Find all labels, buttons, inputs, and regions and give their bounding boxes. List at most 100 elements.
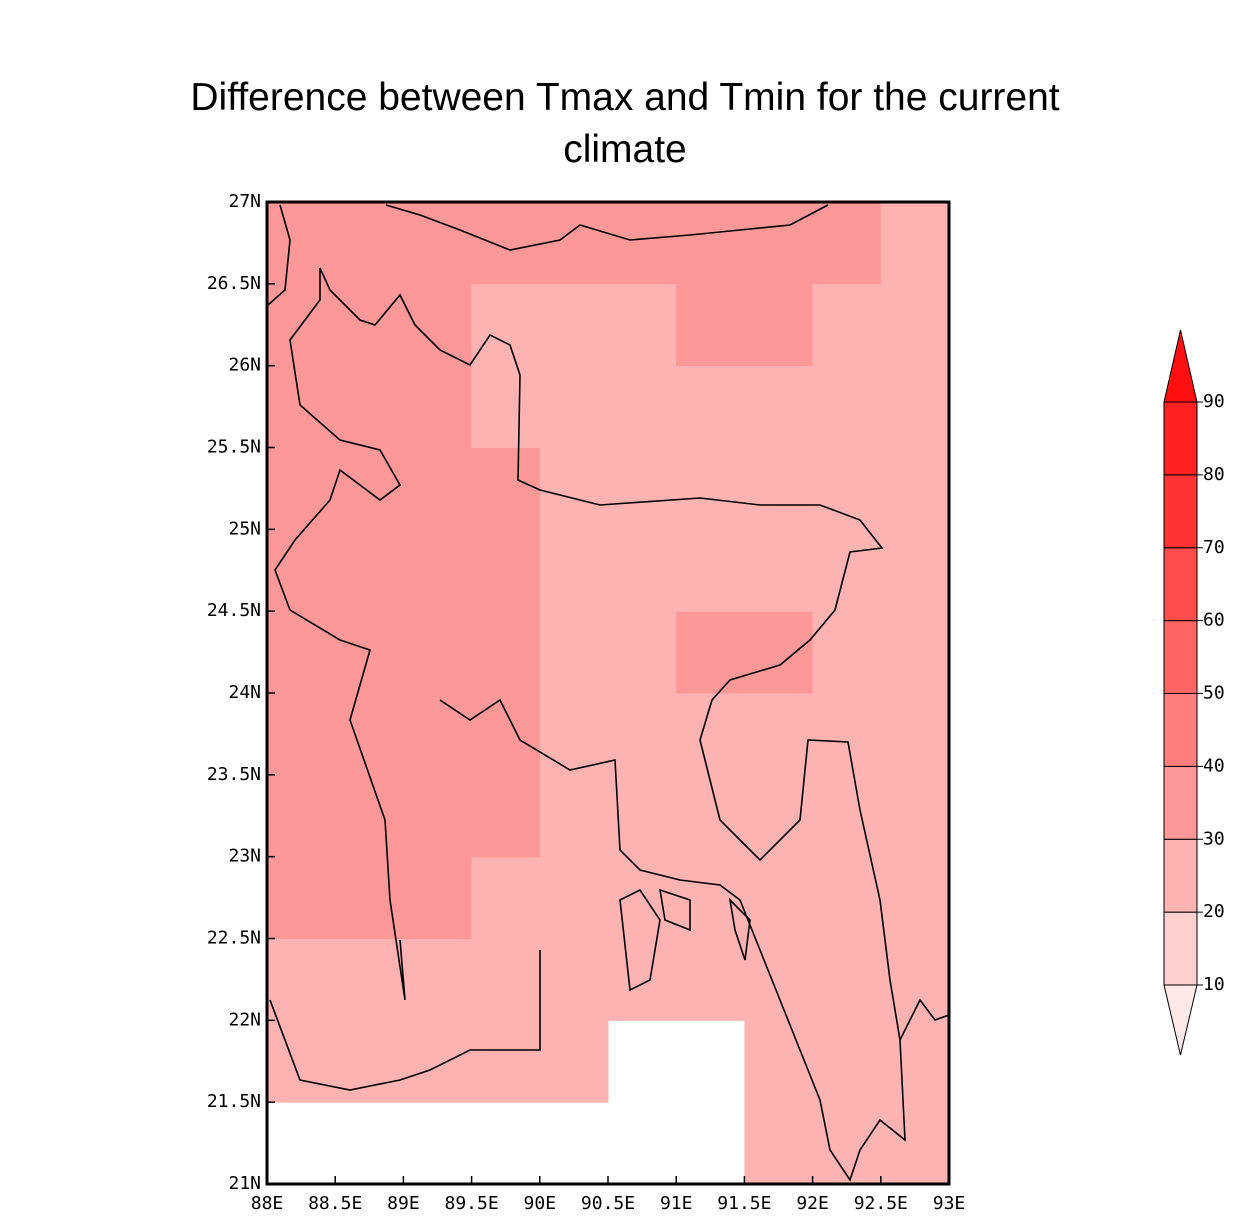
- cell: [539, 365, 609, 448]
- cell: [812, 693, 882, 776]
- cell: [403, 529, 473, 612]
- colorbar-label: 70: [1203, 537, 1225, 558]
- cell: [335, 938, 404, 1021]
- colorbar-label: 60: [1203, 610, 1225, 631]
- cell: [676, 529, 745, 612]
- cell: [676, 611, 745, 694]
- cell: [812, 283, 882, 367]
- colorbar-box: [1163, 474, 1198, 549]
- cell: [744, 365, 814, 448]
- cell: [880, 447, 950, 530]
- y-tick-label: 26.5N: [207, 273, 261, 294]
- y-tick-label: 21N: [228, 1173, 261, 1194]
- cell: [812, 365, 882, 448]
- cell: [267, 202, 336, 285]
- cell: [744, 774, 814, 858]
- cell: [608, 611, 677, 694]
- cell: [812, 529, 882, 612]
- cell: [471, 365, 541, 448]
- y-tick-label: 23N: [228, 846, 261, 867]
- colorbar-box: [1163, 620, 1198, 694]
- cell: [539, 693, 609, 776]
- y-tick-label: 23.5N: [207, 764, 261, 785]
- cell: [335, 693, 404, 776]
- cell: [880, 1102, 950, 1185]
- cell: [539, 774, 609, 858]
- cell: [335, 447, 404, 530]
- colorbar: 10 20 30 40 50 60 70 80 90: [1163, 329, 1225, 1056]
- cell: [880, 529, 950, 612]
- x-tick-label: 90.5E: [581, 1193, 635, 1214]
- cell: [812, 202, 882, 285]
- cell: [880, 856, 950, 939]
- cell: [880, 774, 950, 858]
- cell: [267, 1020, 336, 1103]
- cell: [403, 365, 473, 448]
- chart-title: Difference between Tmax and Tmin for the…: [190, 76, 1060, 171]
- cell: [471, 1020, 541, 1103]
- cell: [403, 283, 473, 367]
- cell: [539, 529, 609, 612]
- cell: [744, 611, 814, 694]
- y-tick-label: 26N: [228, 355, 261, 376]
- cell: [812, 774, 882, 858]
- cell: [744, 1020, 814, 1103]
- cell: [471, 611, 541, 694]
- y-tick-label: 25N: [228, 518, 261, 539]
- cell: [471, 202, 541, 285]
- cell: [403, 1020, 473, 1103]
- x-tick-label: 91.5E: [717, 1193, 771, 1214]
- cell: [880, 611, 950, 694]
- cell: [744, 693, 814, 776]
- cell: [539, 447, 609, 530]
- cell: [539, 938, 609, 1021]
- cell: [267, 693, 336, 776]
- cell: [335, 365, 404, 448]
- colorbar-high: [1163, 329, 1198, 403]
- cell: [403, 447, 473, 530]
- cell: [471, 856, 541, 939]
- cell: [676, 774, 745, 858]
- cell: [403, 611, 473, 694]
- cell: [812, 1020, 882, 1103]
- cell: [267, 611, 336, 694]
- cell: [608, 693, 677, 776]
- cell: [471, 774, 541, 858]
- x-tick-label: 90E: [524, 1193, 557, 1214]
- cell: [676, 202, 745, 285]
- cell: [267, 529, 336, 612]
- axes: 88E 88.5E 89E 89.5E 90E 90.5E 91E 91.5E 92E 92.5E…: [207, 191, 965, 1214]
- cell: [744, 283, 814, 367]
- cell: [539, 856, 609, 939]
- cell: [676, 447, 745, 530]
- cell: [608, 938, 677, 1021]
- y-tick-label: 21.5N: [207, 1091, 261, 1112]
- cells: [267, 202, 950, 1185]
- cell: [880, 283, 950, 367]
- colorbar-box: [1163, 911, 1198, 986]
- colorbar-label: 80: [1203, 464, 1225, 485]
- cell: [812, 1102, 882, 1185]
- cell: [676, 283, 745, 367]
- cell: [880, 693, 950, 776]
- cell: [880, 938, 950, 1021]
- cell: [744, 938, 814, 1021]
- x-tick-label: 92E: [796, 1193, 829, 1214]
- cell: [403, 774, 473, 858]
- colorbar-label: 50: [1203, 683, 1225, 704]
- y-tick-label: 24.5N: [207, 600, 261, 621]
- cell: [267, 856, 336, 939]
- x-tick-label: 92.5E: [854, 1193, 908, 1214]
- cell: [608, 365, 677, 448]
- cell: [539, 283, 609, 367]
- colorbar-box: [1163, 765, 1198, 840]
- colorbar-box: [1163, 401, 1198, 476]
- cell: [267, 774, 336, 858]
- cell: [608, 529, 677, 612]
- colorbar-low: [1163, 984, 1198, 1056]
- cell: [676, 938, 745, 1021]
- cell: [812, 447, 882, 530]
- cell: [608, 856, 677, 939]
